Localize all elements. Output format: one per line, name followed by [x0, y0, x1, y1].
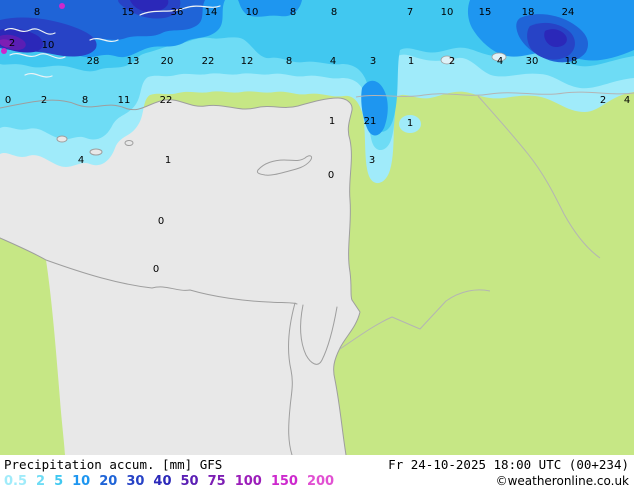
footer-left: Precipitation accum. [mm] GFS 0.5 2 5 10 20 3…: [4, 457, 334, 490]
precip-region-150mm-dot1: [1, 48, 7, 54]
map-title: Precipitation accum. [mm] GFS: [4, 457, 334, 472]
syria-iraq-border: [477, 95, 601, 259]
aegean-island-1: [56, 135, 68, 143]
unit-label: [mm]: [162, 457, 193, 472]
footer-bar: Precipitation accum. [mm] GFS 0.5 2 5 10 20 3…: [0, 455, 634, 490]
copyright-label: ©weatheronline.co.uk: [495, 474, 629, 488]
precip-region-150mm-dot2: [59, 3, 65, 9]
mediterranean-sea: [0, 98, 360, 455]
precip-region-0.5mm-patch: [399, 115, 421, 133]
egypt-north-coast: [0, 237, 298, 305]
legend-value-150: 150: [270, 474, 298, 489]
country-borders: [339, 91, 634, 350]
gulf-of-suez-red-sea-west-coast: [287, 302, 296, 455]
aegean-coast-detail-4: [89, 37, 119, 43]
legend-value-0.5: 0.5: [4, 474, 28, 489]
aegean-coast-detail-3: [24, 73, 53, 78]
legend-value-10: 10: [72, 474, 91, 489]
lake-van: [491, 52, 507, 62]
legend-value-40: 40: [153, 474, 172, 489]
legend-value-5: 5: [54, 474, 64, 489]
legend-value-75: 75: [207, 474, 226, 489]
legend-value-30: 30: [126, 474, 145, 489]
datetime-label: Fr 24-10-2025 18:00 UTC (00+234): [388, 457, 629, 472]
lake-tuz: [440, 55, 454, 65]
aegean-coast-detail-2: [9, 52, 66, 59]
turkey-syria-border: [355, 91, 634, 98]
levant-coast: [347, 109, 353, 301]
libya-land: [0, 238, 65, 455]
footer-right: Fr 24-10-2025 18:00 UTC (00+234) ©weathe…: [388, 457, 629, 490]
sinai-coast: [300, 304, 338, 365]
legend-value-200: 200: [306, 474, 335, 489]
jordan-saudi-border: [339, 289, 491, 350]
precip-region-40mm-east: [544, 29, 567, 47]
precip-region-40mm-top: [130, 0, 169, 12]
model-label: GFS: [199, 457, 223, 472]
aegean-coast-detail-1: [4, 27, 56, 35]
precipitation-map: 8 15 36 14 10 8 8 7 10 15 18 24 2 10 28 13 20 22 12 8 4 3 1 2 4 3…: [0, 0, 634, 455]
product-label: Precipitation accum.: [4, 457, 155, 472]
precip-region-75mm-nw: [0, 39, 13, 48]
cyprus-island: [256, 155, 313, 176]
legend-value-20: 20: [99, 474, 118, 489]
turkey-south-coast: [0, 97, 353, 111]
coastlines: [0, 5, 361, 455]
legend-value-50: 50: [180, 474, 199, 489]
legend-scale: 0.5 2 5 10 20 30 40 50 75 100 150 200: [4, 474, 334, 489]
legend-value-2: 2: [36, 474, 46, 489]
precip-layers: [0, 0, 634, 184]
aegean-island-2: [89, 148, 103, 156]
islands-and-lakes: [56, 52, 507, 176]
gulf-of-aqaba-red-sea-east-coast: [333, 299, 361, 455]
precip-region-10mm-levant: [361, 80, 388, 136]
black-sea-coast-detail: [139, 5, 221, 16]
aegean-island-3: [124, 140, 134, 146]
precipitation-map-image: [0, 0, 634, 455]
legend-value-100: 100: [234, 474, 262, 489]
precip-region-10mm-midtop: [238, 0, 302, 17]
